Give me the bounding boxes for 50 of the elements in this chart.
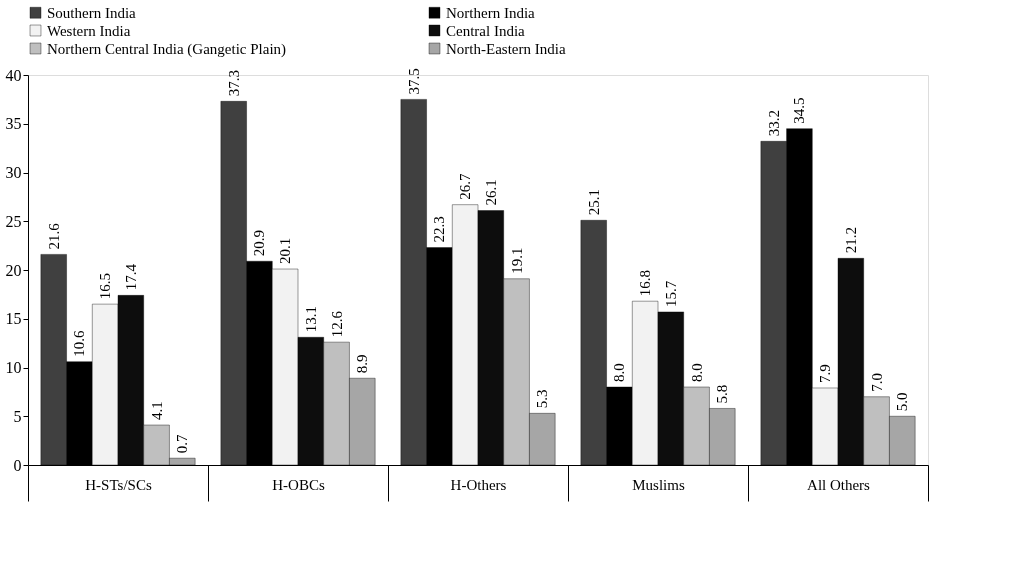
x-tick-label: Muslims — [632, 476, 685, 493]
data-label: 8.9 — [354, 354, 371, 374]
data-label: 34.5 — [791, 97, 808, 124]
data-label: 5.3 — [534, 389, 551, 409]
x-tick-label: H-STs/SCs — [85, 476, 152, 493]
data-label: 16.8 — [637, 269, 654, 297]
y-tick-label: 20 — [5, 261, 22, 279]
data-label: 7.9 — [817, 364, 834, 383]
data-label: 19.1 — [508, 247, 525, 274]
data-label: 20.1 — [277, 237, 294, 265]
y-tick-label: 10 — [5, 359, 22, 376]
data-label: 0.7 — [174, 433, 191, 454]
data-label: 5.8 — [714, 384, 731, 404]
y-tick-label: 35 — [5, 115, 22, 133]
data-label: 26.1 — [482, 179, 499, 206]
data-label: 25.1 — [585, 189, 602, 216]
data-label: 37.3 — [225, 70, 242, 97]
y-tick-label: 0 — [13, 456, 22, 474]
data-label: 21.2 — [842, 227, 859, 254]
legend-label: North-Eastern India — [446, 40, 566, 57]
data-label: 7.0 — [868, 373, 885, 392]
legend-label: Northern India — [446, 4, 536, 21]
data-label: 5.0 — [894, 392, 911, 412]
data-label: 4.1 — [148, 401, 165, 421]
legend-label: Northern Central India (Gangetic Plain) — [47, 40, 287, 58]
x-tick-label: H-Others — [450, 476, 507, 493]
data-label: 33.2 — [765, 110, 782, 137]
y-tick-label: 5 — [13, 407, 22, 425]
y-tick-label: 30 — [5, 164, 22, 181]
data-label: 10.6 — [71, 329, 88, 357]
data-label: 16.5 — [97, 272, 114, 300]
data-label: 8.0 — [611, 363, 628, 382]
legend-label: Southern India — [47, 4, 137, 21]
data-label: 15.7 — [662, 280, 679, 307]
data-label: 12.6 — [328, 310, 345, 338]
data-label: 8.0 — [688, 363, 705, 382]
data-label: 37.5 — [405, 68, 422, 95]
data-label: 13.1 — [302, 306, 319, 333]
data-label: 22.3 — [431, 216, 448, 243]
y-tick-label: 15 — [5, 310, 22, 328]
legend-label: Central India — [446, 22, 526, 39]
data-label: 17.4 — [122, 263, 139, 291]
x-tick-label: H-OBCs — [272, 476, 325, 493]
x-tick-label: All Others — [807, 476, 871, 493]
legend-label: Western India — [47, 22, 131, 39]
data-label: 21.6 — [45, 222, 62, 250]
data-label: 20.9 — [251, 229, 268, 257]
y-tick-label: 25 — [5, 212, 22, 230]
y-tick-label: 40 — [5, 66, 22, 84]
data-label: 26.7 — [457, 172, 474, 200]
